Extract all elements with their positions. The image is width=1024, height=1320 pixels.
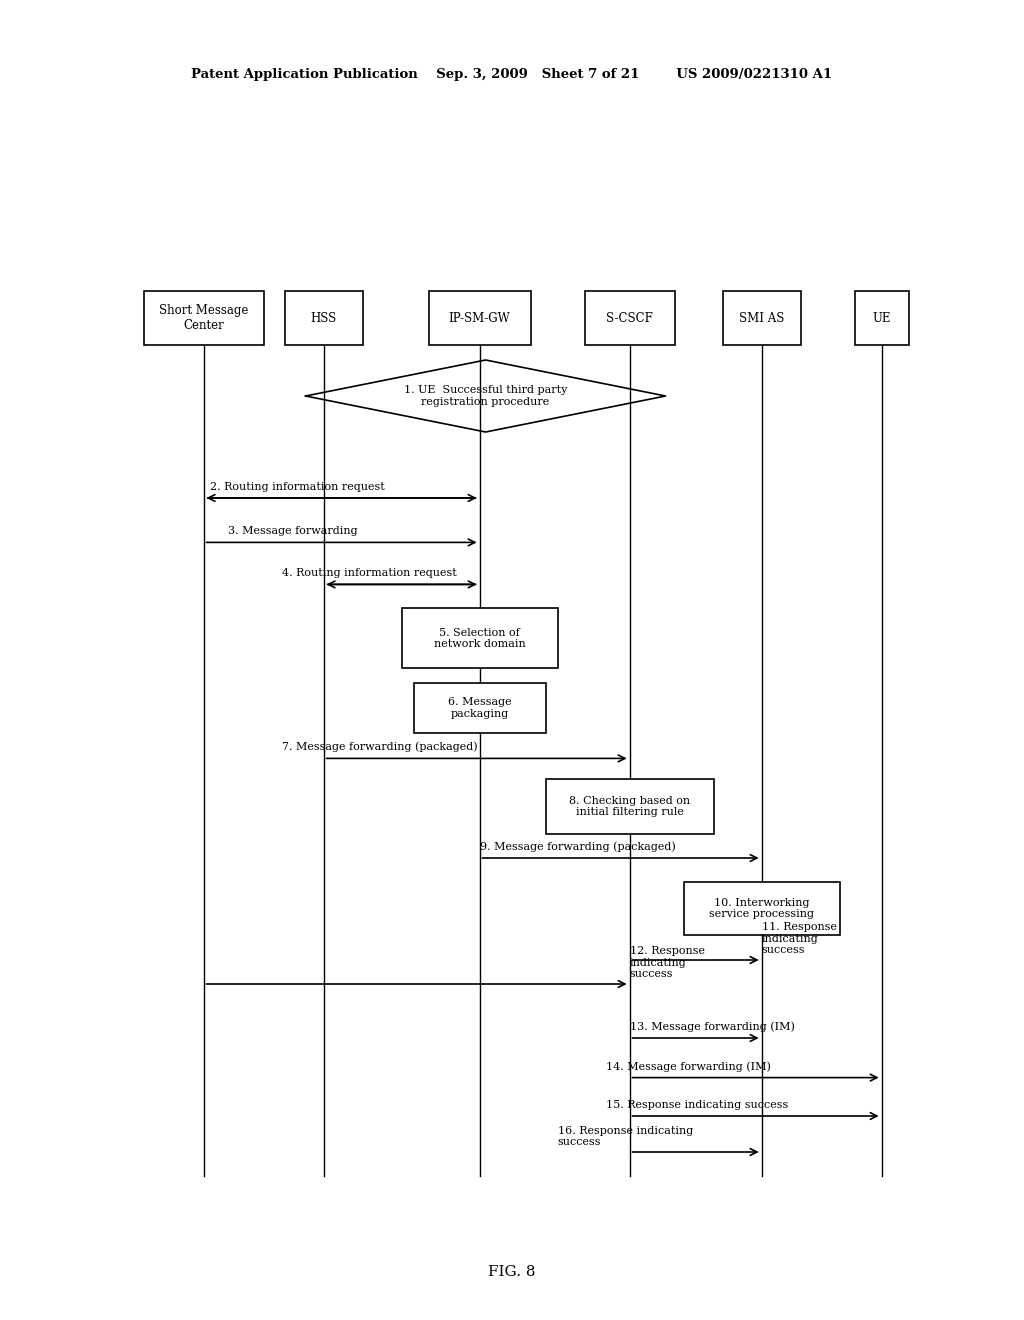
Bar: [723, 290, 801, 345]
Bar: [143, 290, 263, 345]
Text: 2. Routing information request: 2. Routing information request: [210, 482, 384, 492]
Text: SMI AS: SMI AS: [739, 312, 784, 325]
Text: 14. Message forwarding (IM): 14. Message forwarding (IM): [605, 1061, 770, 1072]
Text: 3. Message forwarding: 3. Message forwarding: [227, 527, 357, 536]
Text: 6. Message
packaging: 6. Message packaging: [447, 697, 511, 719]
Bar: [429, 290, 530, 345]
Text: HSS: HSS: [310, 312, 337, 325]
Bar: [855, 290, 908, 345]
Text: 9. Message forwarding (packaged): 9. Message forwarding (packaged): [479, 841, 676, 851]
Text: 8. Checking based on
initial filtering rule: 8. Checking based on initial filtering r…: [569, 796, 690, 817]
Text: S-CSCF: S-CSCF: [606, 312, 653, 325]
Text: Patent Application Publication    Sep. 3, 2009   Sheet 7 of 21        US 2009/02: Patent Application Publication Sep. 3, 2…: [191, 67, 833, 81]
Bar: [285, 290, 362, 345]
Bar: [414, 682, 546, 733]
Bar: [684, 882, 840, 935]
Text: Short Message
Center: Short Message Center: [159, 304, 248, 333]
Text: UE: UE: [872, 312, 891, 325]
Text: 5. Selection of
network domain: 5. Selection of network domain: [434, 627, 525, 649]
Text: 4. Routing information request: 4. Routing information request: [282, 569, 457, 578]
Text: 11. Response
indicating
success: 11. Response indicating success: [762, 921, 837, 956]
Text: FIG. 8: FIG. 8: [488, 1265, 536, 1279]
Text: 10. Interworking
service processing: 10. Interworking service processing: [709, 898, 814, 919]
Text: 16. Response indicating
success: 16. Response indicating success: [558, 1126, 693, 1147]
Text: 1. UE  Successful third party
registration procedure: 1. UE Successful third party registratio…: [403, 385, 567, 407]
Text: IP-SM-GW: IP-SM-GW: [449, 312, 511, 325]
Text: 13. Message forwarding (IM): 13. Message forwarding (IM): [630, 1022, 795, 1032]
Text: 12. Response
indicating
success: 12. Response indicating success: [630, 946, 705, 979]
Bar: [585, 290, 675, 345]
Text: 7. Message forwarding (packaged): 7. Message forwarding (packaged): [282, 742, 477, 752]
Text: 15. Response indicating success: 15. Response indicating success: [605, 1100, 787, 1110]
Bar: [546, 779, 714, 834]
Bar: [401, 609, 558, 668]
